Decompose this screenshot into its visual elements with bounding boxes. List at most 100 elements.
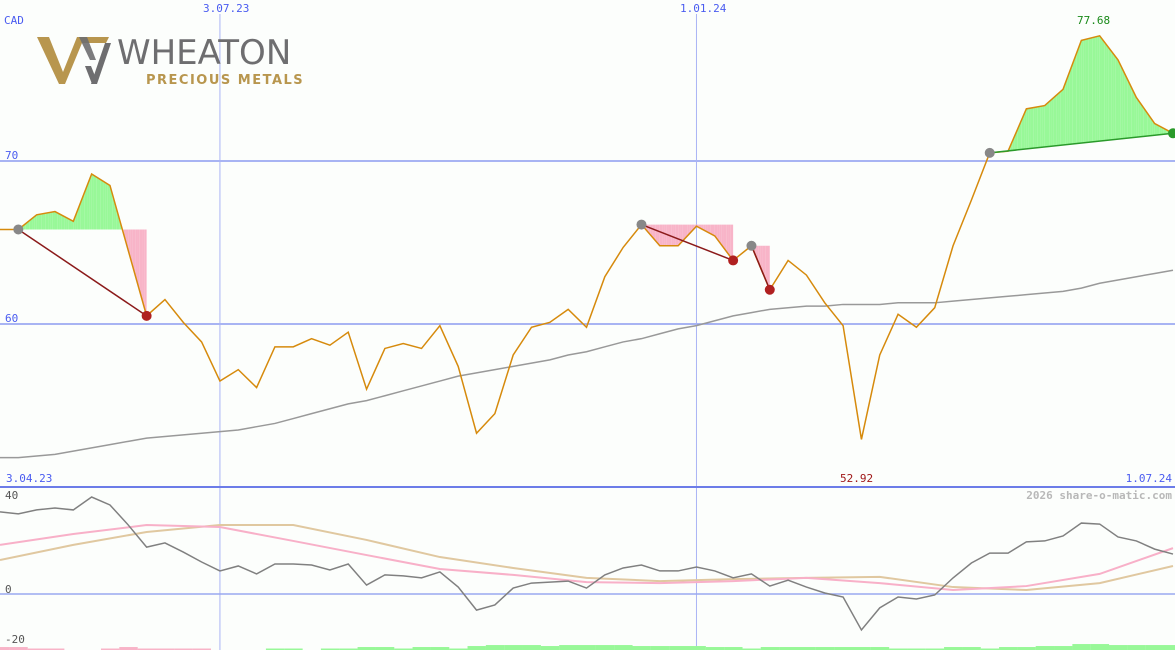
- loss-area: [723, 224, 727, 252]
- histogram-bar: [320, 648, 340, 650]
- loss-area: [682, 224, 686, 241]
- gain-area: [1131, 88, 1135, 138]
- loss-area: [137, 229, 140, 292]
- gain-area: [1019, 119, 1022, 150]
- histogram-bar: [522, 645, 541, 650]
- gain-area: [41, 213, 44, 230]
- histogram-bar: [467, 646, 486, 650]
- histogram-bar: [412, 647, 431, 650]
- histogram-bar: [155, 648, 175, 650]
- gain-area: [1046, 101, 1050, 147]
- gain-area: [1076, 46, 1080, 144]
- gain-area: [87, 179, 90, 230]
- gain-area: [1040, 105, 1043, 148]
- signal-line: [17, 228, 148, 317]
- loss-area: [721, 224, 724, 249]
- loss-area: [655, 224, 658, 244]
- moving-average-line: [0, 269, 1174, 459]
- loss-area: [712, 224, 715, 236]
- histogram-bar: [9, 647, 28, 650]
- gain-area: [1140, 103, 1144, 137]
- histogram-bar: [1127, 645, 1146, 650]
- y-tick-label: 70: [5, 149, 19, 162]
- gain-area: [1056, 93, 1059, 146]
- loss-area: [675, 224, 679, 246]
- gain-area: [112, 193, 115, 230]
- gain-area: [57, 212, 60, 230]
- histogram-bar: [339, 648, 358, 650]
- gain-area: [1120, 64, 1123, 139]
- svg-text:PRECIOUS METALS: PRECIOUS METALS: [146, 73, 304, 88]
- gain-area: [48, 212, 51, 230]
- gain-area: [1042, 105, 1045, 148]
- gain-area: [50, 211, 53, 230]
- loss-area: [767, 245, 770, 290]
- signal-line: [989, 132, 1174, 154]
- loss-area: [760, 245, 763, 274]
- gain-area: [1079, 40, 1082, 144]
- loss-area: [765, 245, 768, 285]
- histogram-bar: [27, 648, 47, 650]
- gain-area: [1081, 39, 1084, 144]
- osc-y-tick-label: -20: [5, 633, 25, 646]
- signal-line: [750, 245, 771, 291]
- histogram-bar: [174, 648, 193, 650]
- loss-area: [139, 229, 143, 300]
- loss-area: [126, 229, 129, 251]
- signal-start-marker: [13, 224, 24, 235]
- gain-area: [1136, 97, 1139, 138]
- loss-area: [728, 224, 731, 258]
- histogram-bar: [1145, 645, 1165, 650]
- histogram-bar: [100, 648, 120, 650]
- gain-area: [1106, 44, 1109, 141]
- histogram-bar: [559, 645, 578, 650]
- gain-area: [1012, 135, 1015, 151]
- histogram-bar: [1109, 645, 1128, 650]
- loss-area: [705, 224, 708, 233]
- gain-area: [1067, 70, 1070, 145]
- signal-start-marker: [984, 147, 995, 158]
- gain-area: [1030, 107, 1034, 149]
- histogram-bar: [430, 647, 450, 650]
- gain-area: [1092, 36, 1096, 142]
- histogram-bar: [45, 648, 65, 650]
- wheaton-logo: WHEATON PRECIOUS METALS: [35, 30, 325, 90]
- gain-area: [45, 212, 49, 230]
- gain-area: [1072, 58, 1075, 145]
- oscillator-oscillator-line: [0, 496, 1174, 632]
- histogram-bar: [137, 648, 157, 650]
- gain-area: [109, 185, 113, 230]
- osc-y-tick-label: 0: [5, 583, 12, 596]
- signal-end-marker: [728, 255, 739, 266]
- gain-area: [1161, 127, 1164, 135]
- loss-area: [142, 229, 145, 308]
- histogram-bar: [577, 645, 596, 650]
- histogram-bar: [999, 647, 1018, 650]
- histogram-bar: [1164, 645, 1175, 650]
- loss-area: [726, 224, 729, 255]
- histogram-bar: [1017, 647, 1036, 650]
- wheaton-logo-mark: WHEATON PRECIOUS METALS: [37, 33, 304, 88]
- histogram-bar: [1054, 646, 1073, 650]
- gain-area: [1147, 113, 1151, 136]
- histogram-bar: [944, 647, 963, 650]
- histogram-bar: [797, 647, 816, 650]
- histogram-bar: [357, 647, 376, 650]
- signal-line: [641, 223, 734, 262]
- histogram-bar: [760, 647, 780, 650]
- signal-end-marker: [141, 310, 152, 321]
- gain-area: [1154, 123, 1157, 136]
- histogram-bar: [907, 648, 926, 650]
- x-range-end-label: 1.07.24: [1125, 472, 1172, 485]
- gain-area: [1101, 38, 1105, 141]
- gain-area: [1037, 106, 1041, 148]
- gain-area: [1026, 108, 1029, 149]
- histogram-bar: [192, 648, 212, 650]
- gain-area: [98, 178, 101, 230]
- histogram-bar: [375, 647, 395, 650]
- gain-area: [1143, 107, 1146, 137]
- gain-area: [93, 175, 97, 230]
- gain-area: [1127, 78, 1130, 139]
